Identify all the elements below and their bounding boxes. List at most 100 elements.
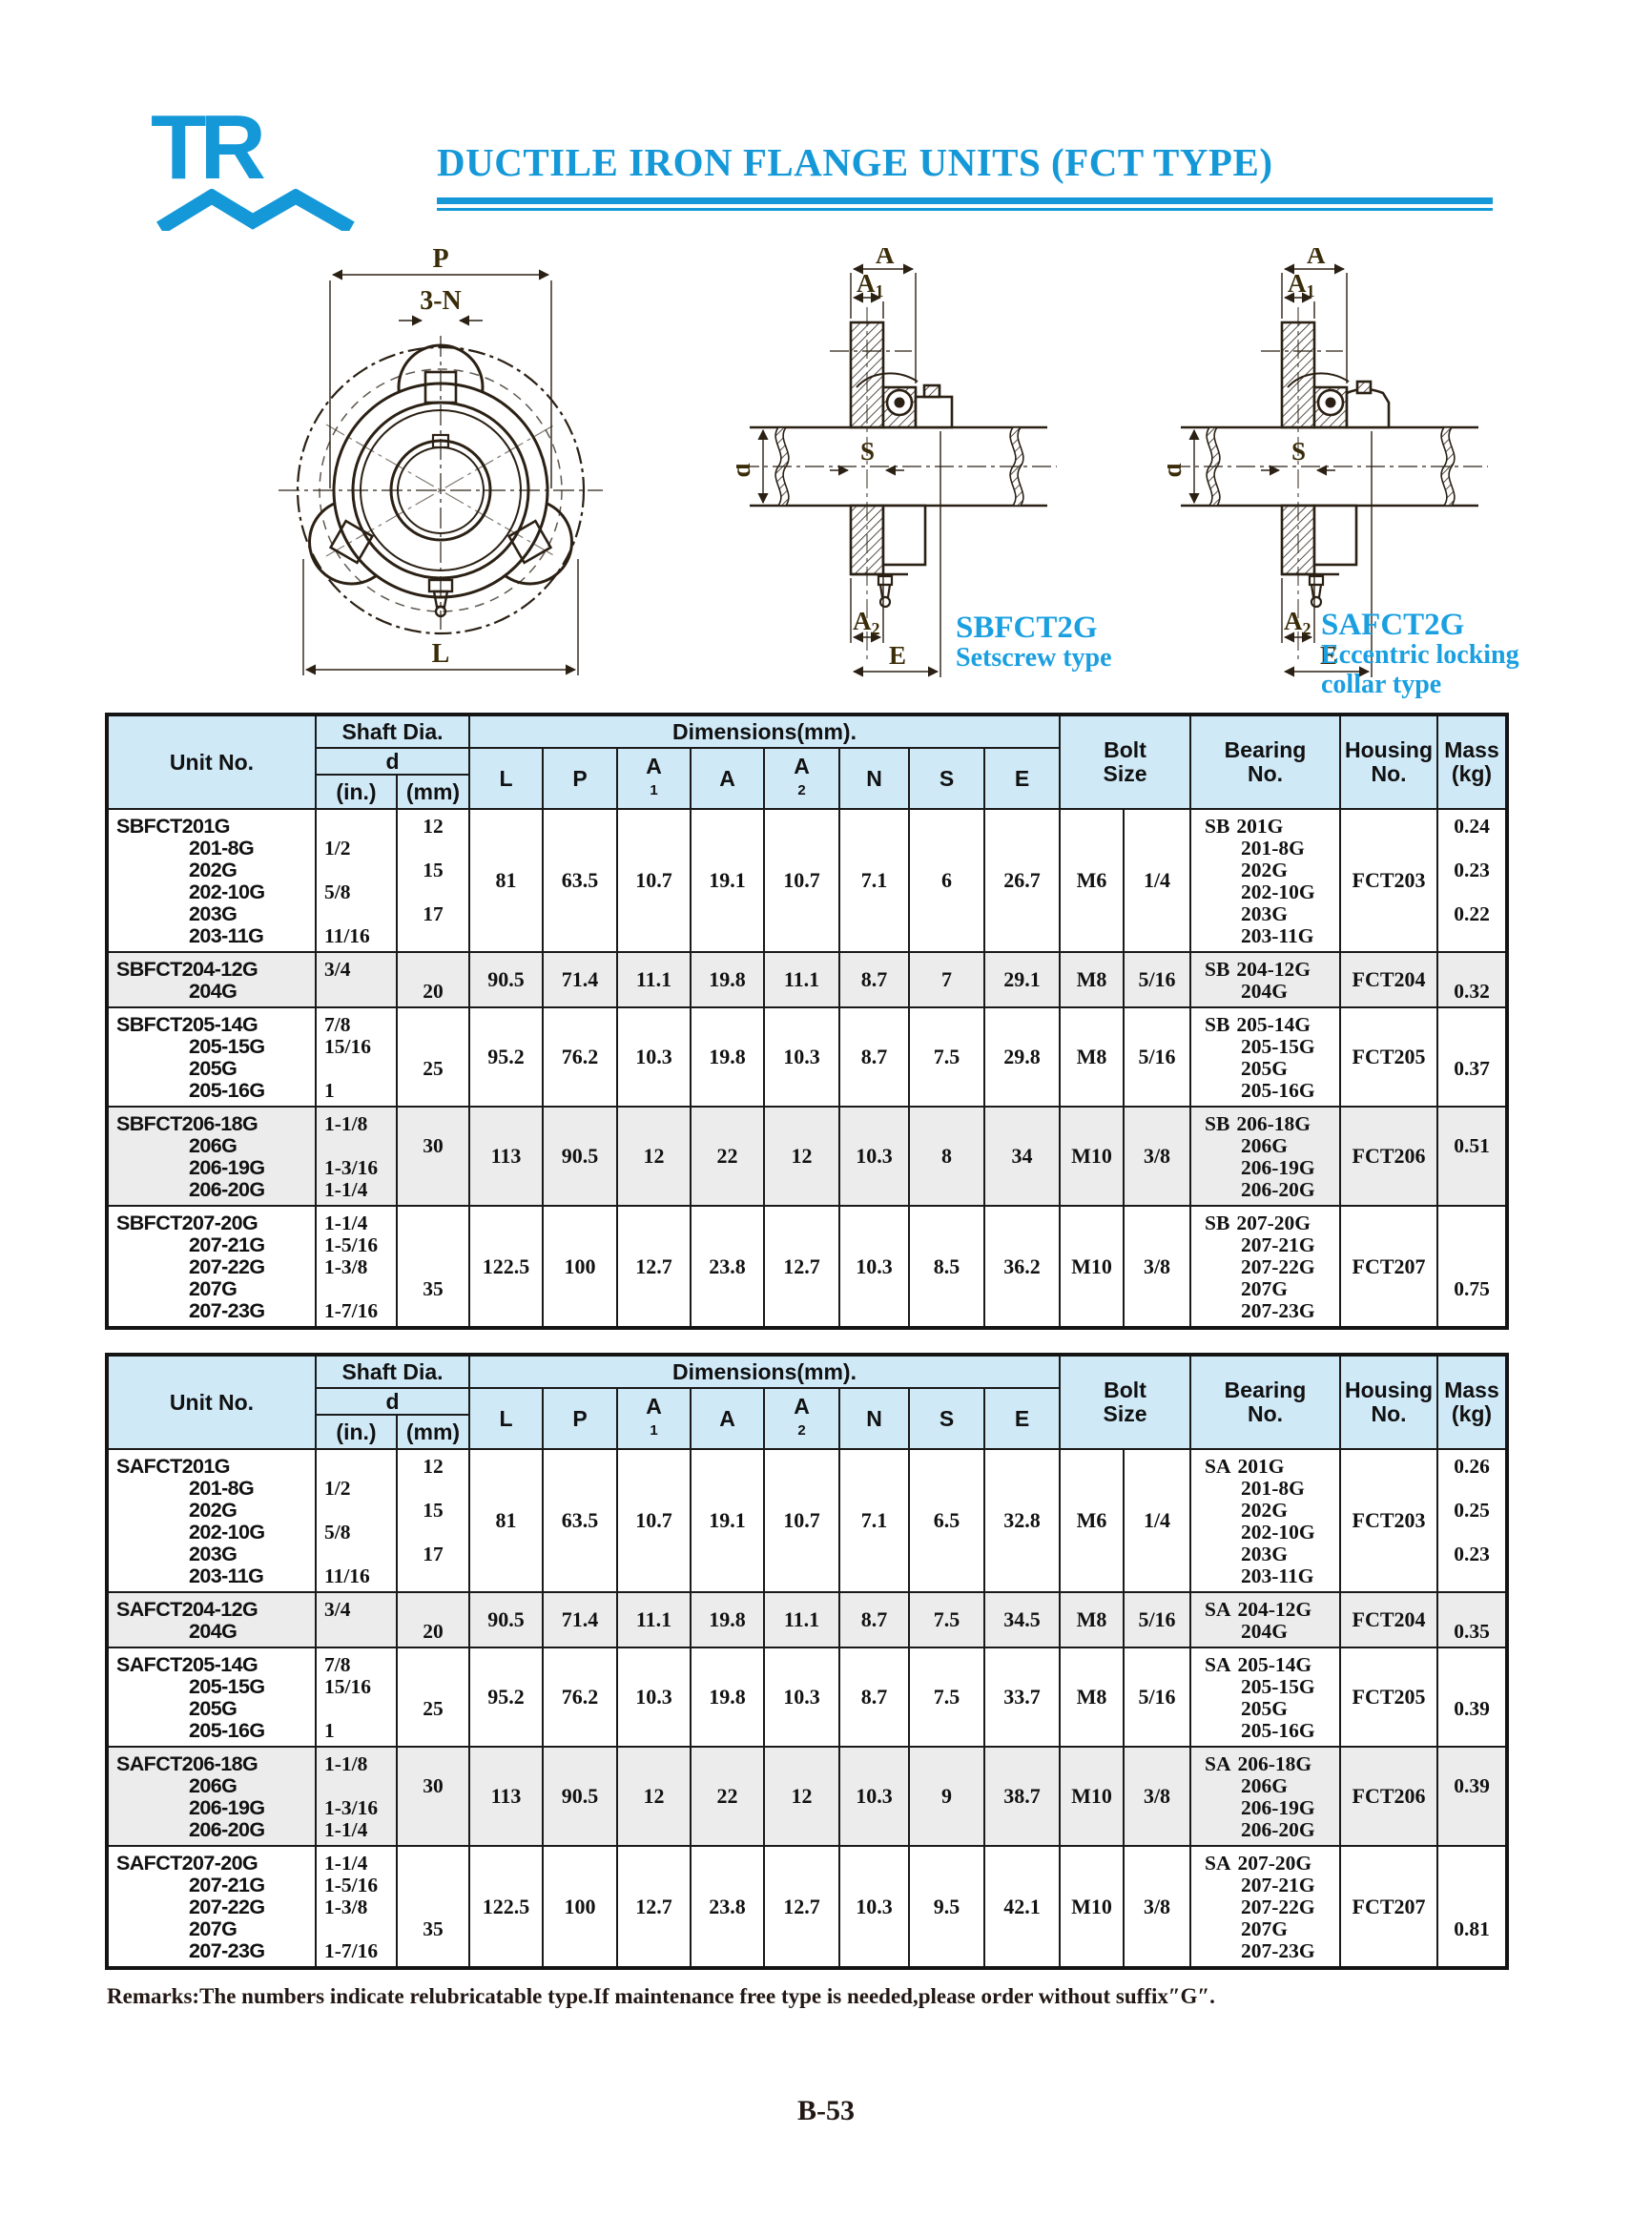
unit-prefix: SBFCT	[116, 958, 182, 981]
bolt-size-metric-cell: M10	[1061, 1847, 1125, 1966]
shaft-dia-in-cell-line	[317, 1277, 396, 1299]
mass-cell-line	[1438, 1675, 1505, 1697]
col-header-unit-no: Unit No.	[109, 1357, 317, 1450]
unit-line: 207-22G	[189, 1896, 265, 1918]
table-header-row: Unit No. Shaft Dia. Dimensions(mm). d (in.)(…	[109, 716, 1505, 810]
mass-cell: 0.24 0.23 0.22	[1438, 810, 1505, 953]
mass-cell: 0.37	[1438, 1008, 1505, 1108]
shaft-dia-mm-cell-line: 15	[423, 859, 444, 881]
shaft-dia-mm-cell-line	[398, 1035, 468, 1057]
eccentric-collar	[1345, 387, 1391, 429]
mass-cell-line: 0.39	[1454, 1697, 1490, 1720]
unit-line: 206-20G	[189, 1818, 265, 1841]
type-label-safct: SAFCT2G Eccentric locking collar type	[1321, 610, 1519, 700]
bearing-line: 207-22G	[1241, 1896, 1315, 1918]
mass-cell-line	[1438, 1874, 1505, 1896]
shaft-dia-mm-cell-line	[398, 1852, 468, 1874]
dim-p-cell: 90.5	[544, 1108, 618, 1207]
shaft-dia-in-cell-line	[317, 1917, 396, 1939]
dim-a1-cell: 10.7	[618, 810, 692, 953]
unit-line: 207-23G	[189, 1299, 265, 1322]
mass-cell-line: 0.51	[1454, 1134, 1490, 1157]
bearing-number: 204-12G	[1237, 1598, 1312, 1621]
unit-line: 202G	[189, 859, 237, 881]
dim-a2-cell: 11.1	[765, 1593, 840, 1648]
unit-line: SBFCT205-14G	[109, 1013, 315, 1036]
unit-number: 206-18G	[181, 1112, 258, 1135]
bearing-line: 207-21G	[1241, 1874, 1315, 1896]
table-row: SAFCT207-20G 207-21G 207-22G 207G 207-23G 1-1…	[109, 1847, 1505, 1966]
bearing-line: 205G	[1241, 1057, 1288, 1080]
unit-prefix: SBFCT	[116, 1212, 182, 1234]
shaft-dia-mm-cell: 12 15 17	[398, 1450, 470, 1593]
col-header-in: (in.)	[317, 1416, 398, 1450]
shaft-dia-mm-cell-line: 12	[423, 815, 444, 838]
col-header-unit-no: Unit No.	[109, 716, 317, 810]
dim-s-cell: 6	[910, 810, 985, 953]
dim-a2-cell: 12.7	[765, 1847, 840, 1966]
shaft-dia-in-cell: 1-1/4 1-5/16 1-3/8 1-7/16	[317, 1847, 398, 1966]
col-header-dim-p: P	[544, 749, 618, 810]
unit-line: SAFCT205-14G	[109, 1653, 315, 1676]
bearing-line: 203G	[1241, 902, 1288, 925]
logo-text: TR	[151, 96, 266, 198]
shaft-dia-mm-cell-line: 35	[423, 1917, 444, 1940]
dim-s-cell: 8	[910, 1108, 985, 1207]
unit-number: 205-14G	[181, 1013, 258, 1036]
dim-l-cell: 95.2	[470, 1648, 544, 1748]
unit-prefix: SAFCT	[116, 1752, 182, 1775]
shaft-dia-mm-cell-line	[398, 1874, 468, 1896]
unit-line: SAFCT201G	[109, 1455, 315, 1478]
col-header-mm: (mm)	[398, 776, 470, 810]
unit-line: 207-21G	[189, 1233, 265, 1256]
shaft-dia-in-cell: 1-1/8 1-3/16 1-1/4	[317, 1748, 398, 1847]
dim-e-cell: 29.1	[985, 953, 1061, 1008]
type-name-2: collar type	[1321, 670, 1442, 699]
shaft-dia-mm-cell-line	[398, 1564, 468, 1586]
header-line: Mass	[1444, 737, 1499, 762]
col-header-mass: Mass (kg)	[1438, 716, 1505, 810]
unit-line: 207G	[189, 1917, 237, 1940]
sbfct-table: Unit No. Shaft Dia. Dimensions(mm). d (in.)(…	[105, 713, 1509, 1330]
dim-a2-cell: 10.7	[765, 810, 840, 953]
bearing-line: SB 205-14G	[1191, 1013, 1339, 1036]
dim-label-l: L	[432, 639, 450, 669]
shaft-dia-in-cell-line: 7/8	[324, 1653, 351, 1676]
grease-fitting-icon	[877, 574, 894, 587]
bearing-line: SA 201G	[1191, 1455, 1339, 1478]
shaft-dia-in-cell-line: 11/16	[324, 924, 370, 947]
table-row: SBFCT201G 201-8G 202G 202-10G 203G 203-11G 1/2…	[109, 810, 1505, 953]
shaft-dia-in-cell-line: 1/2	[324, 1477, 351, 1500]
bearing-line: 207-22G	[1241, 1255, 1315, 1278]
bearing-line: SB 201G	[1191, 815, 1339, 838]
col-header-dim-n: N	[840, 749, 910, 810]
shaft-dia-in-cell-line: 1	[324, 1079, 335, 1102]
housing-no-cell: FCT205	[1341, 1648, 1438, 1748]
shaft-dia-in-cell: 1-1/4 1-5/16 1-3/8 1-7/16	[317, 1207, 398, 1326]
dim-a-cell: 19.8	[692, 1648, 765, 1748]
shaft-dia-mm-cell: 30	[398, 1748, 470, 1847]
shaft-dia-mm-cell-line: 25	[423, 1057, 444, 1080]
dim-e-cell: 32.8	[985, 1450, 1061, 1593]
col-header-in: (in.)	[317, 776, 398, 810]
dim-label-e: E	[889, 641, 906, 670]
dim-a1-cell: 12	[618, 1108, 692, 1207]
dim-a-cell: 19.1	[692, 810, 765, 953]
shaft-dia-in-cell-line	[317, 815, 396, 837]
col-header-dim-a: A	[692, 749, 765, 810]
dim-a1-cell: 10.7	[618, 1450, 692, 1593]
col-header-dim-p: P	[544, 1389, 618, 1450]
mass-cell-line: 0.23	[1454, 1543, 1490, 1565]
dim-label-d: d	[736, 463, 755, 477]
unit-no-cell: SAFCT207-20G 207-21G 207-22G 207G 207-23G	[109, 1847, 317, 1966]
bearing-line: 206-20G	[1241, 1178, 1315, 1201]
bolt-size-metric-cell: M8	[1061, 953, 1125, 1008]
bearing-line: 202G	[1241, 1499, 1288, 1522]
unit-line: 203-11G	[189, 924, 264, 947]
table-row: SAFCT204-12G 204G 3/4 20 90.5 71.4 11.1 19.8 11.…	[109, 1593, 1505, 1648]
col-header-shaft-dia: Shaft Dia.	[317, 1357, 470, 1389]
unit-line: 207G	[189, 1277, 237, 1300]
shaft-dia-mm-cell-line	[398, 881, 468, 902]
header-line: Size	[1103, 761, 1147, 786]
